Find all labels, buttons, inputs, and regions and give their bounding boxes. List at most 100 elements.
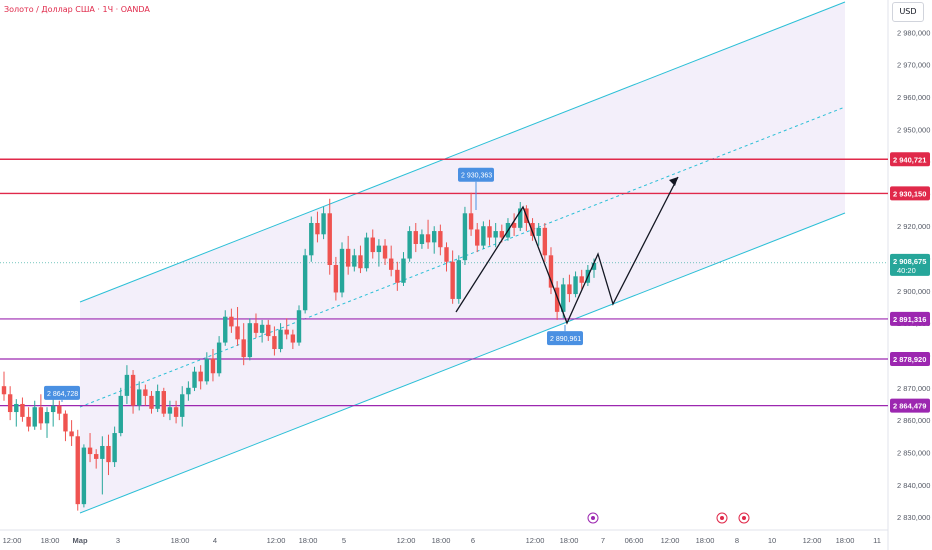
channel-mid-line[interactable] (79, 106, 846, 408)
candle[interactable] (364, 232, 369, 272)
candle[interactable] (137, 381, 142, 411)
candle[interactable] (290, 329, 296, 350)
time-axis-tick: 12:00 (3, 536, 22, 545)
candle[interactable] (425, 219, 431, 249)
candle[interactable] (370, 229, 375, 259)
candle[interactable] (106, 434, 111, 476)
candle[interactable] (579, 269, 584, 290)
candle[interactable] (229, 308, 234, 333)
candle[interactable] (395, 261, 400, 291)
candle[interactable] (456, 255, 461, 304)
candle[interactable] (321, 206, 326, 240)
candle[interactable] (38, 394, 44, 430)
candle[interactable] (333, 256, 339, 301)
candle[interactable] (309, 216, 314, 262)
currency-selector[interactable]: USD (892, 2, 924, 22)
candle[interactable] (419, 229, 425, 249)
candle[interactable] (345, 235, 351, 275)
candle[interactable] (32, 400, 37, 430)
candle[interactable] (112, 426, 117, 467)
candle[interactable] (87, 433, 93, 463)
candle[interactable] (241, 323, 246, 366)
candle[interactable] (302, 248, 308, 314)
candle[interactable] (376, 239, 382, 267)
candle[interactable] (44, 407, 50, 438)
callout-box-2[interactable] (547, 331, 583, 346)
candle[interactable] (493, 222, 498, 248)
candle[interactable] (235, 307, 240, 346)
candle[interactable] (536, 222, 541, 246)
candle[interactable] (7, 386, 13, 421)
candle[interactable] (167, 400, 173, 421)
callout-box-1[interactable] (458, 167, 494, 182)
candle[interactable] (253, 313, 259, 338)
candle[interactable] (57, 400, 62, 421)
candle[interactable] (143, 384, 148, 406)
candle[interactable] (278, 323, 283, 353)
candle[interactable] (69, 420, 74, 446)
candle[interactable] (192, 366, 197, 392)
candle[interactable] (272, 326, 277, 356)
candle[interactable] (259, 319, 265, 343)
candle[interactable] (124, 365, 130, 404)
candle[interactable] (81, 444, 87, 508)
candle[interactable] (204, 352, 210, 385)
candle[interactable] (216, 336, 222, 377)
candle[interactable] (407, 226, 412, 262)
candle[interactable] (388, 245, 394, 277)
candle[interactable] (198, 365, 203, 390)
candle[interactable] (413, 222, 418, 253)
candle[interactable] (247, 318, 253, 361)
candle[interactable] (432, 226, 437, 254)
candle[interactable] (401, 252, 406, 287)
candle[interactable] (358, 245, 363, 274)
candle[interactable] (284, 318, 289, 340)
candle[interactable] (475, 222, 480, 253)
candle[interactable] (14, 399, 19, 427)
candle[interactable] (93, 449, 99, 469)
candle[interactable] (530, 218, 535, 241)
candle[interactable] (438, 224, 443, 256)
projection-path[interactable] (455, 176, 679, 325)
channel-upper-line[interactable] (79, 1, 846, 303)
candle[interactable] (450, 250, 455, 304)
candle[interactable] (518, 201, 523, 232)
candle[interactable] (186, 381, 191, 401)
candle[interactable] (352, 248, 357, 272)
candle[interactable] (487, 219, 492, 246)
candle[interactable] (315, 211, 320, 243)
candle[interactable] (462, 206, 468, 265)
candle[interactable] (327, 198, 332, 275)
candle[interactable] (481, 221, 486, 249)
candle[interactable] (296, 305, 302, 346)
candle[interactable] (161, 387, 166, 417)
candle[interactable] (118, 387, 123, 437)
candle[interactable] (63, 410, 68, 442)
candle[interactable] (180, 386, 185, 427)
candle[interactable] (382, 239, 388, 265)
candle[interactable] (339, 242, 345, 298)
candle[interactable] (210, 349, 216, 382)
candle[interactable] (573, 271, 578, 298)
candle[interactable] (223, 310, 228, 346)
candle[interactable] (567, 274, 572, 303)
candle[interactable] (542, 222, 548, 262)
callout-box-0[interactable] (44, 385, 80, 400)
candle[interactable] (50, 399, 56, 427)
candle[interactable] (444, 242, 449, 272)
candle[interactable] (20, 397, 25, 422)
candle[interactable] (100, 436, 105, 495)
candle[interactable] (130, 370, 136, 414)
candle[interactable] (173, 400, 179, 424)
candle[interactable] (554, 281, 560, 320)
candle[interactable] (468, 192, 474, 236)
candle[interactable] (548, 247, 554, 295)
candle[interactable] (149, 391, 154, 414)
candle[interactable] (266, 319, 271, 341)
candle[interactable] (155, 384, 160, 413)
candle[interactable] (75, 429, 80, 511)
candle[interactable] (26, 407, 31, 432)
candle[interactable] (511, 213, 517, 236)
candle[interactable] (1, 371, 7, 401)
